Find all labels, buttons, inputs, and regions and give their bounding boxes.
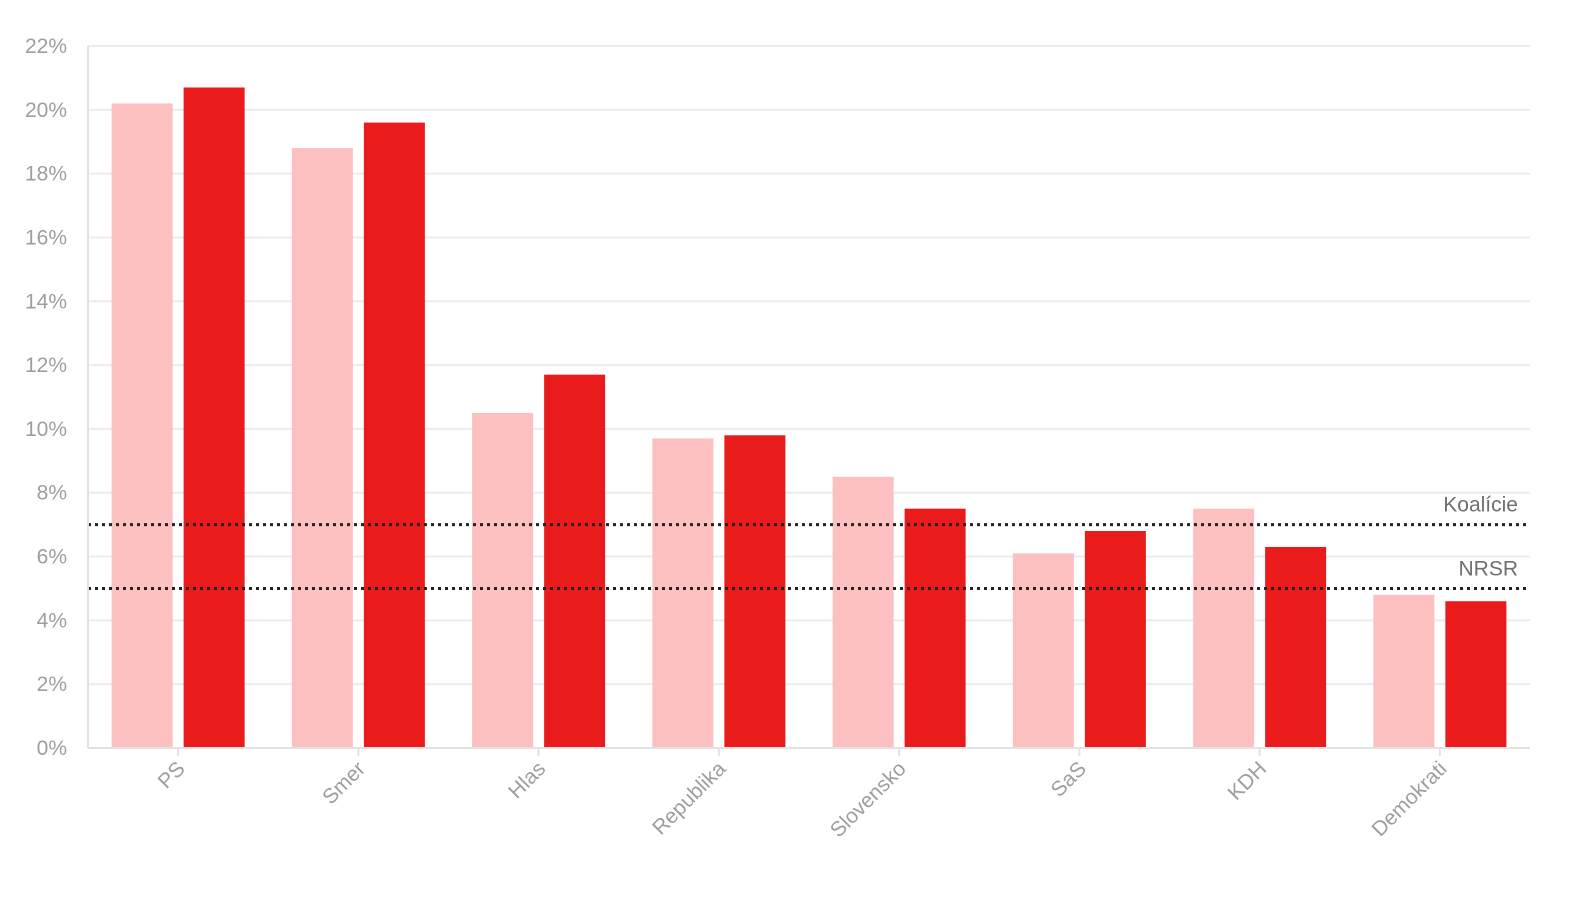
bar-ps-series-2 (183, 87, 245, 749)
bar-sas-series-1 (1012, 553, 1074, 748)
y-tick-label: 10% (25, 418, 67, 441)
y-tick-label: 22% (25, 35, 67, 58)
bar-republika-series-1 (652, 438, 714, 748)
bar-ps-series-1 (111, 103, 173, 749)
x-category-label: KDH (1224, 757, 1272, 805)
bar-slovensko-series-1 (832, 476, 894, 748)
bar-slovensko-series-2 (904, 508, 966, 748)
bar-republika-series-2 (724, 435, 786, 748)
bar-demokrati-series-2 (1445, 601, 1507, 748)
bar-hlas-series-1 (472, 412, 534, 748)
y-tick-label: 20% (25, 99, 67, 122)
y-tick-label: 8% (37, 482, 67, 505)
x-category-label: Smer (318, 757, 370, 809)
y-tick-label: 6% (37, 546, 67, 569)
x-category-label: Demokrati (1367, 757, 1451, 841)
reference-line-label: NRSR (1458, 557, 1518, 580)
bar-smer-series-2 (363, 122, 425, 749)
x-category-label: Hlas (504, 757, 550, 803)
x-category-label: PS (154, 757, 190, 793)
y-tick-label: 2% (37, 673, 67, 696)
y-tick-label: 16% (25, 226, 67, 249)
y-tick-label: 0% (37, 737, 67, 760)
y-tick-label: 18% (25, 163, 67, 186)
bars-layer (111, 87, 1507, 749)
bar-sas-series-2 (1084, 531, 1146, 748)
y-tick-label: 14% (25, 290, 67, 313)
x-category-label: Republika (648, 757, 731, 840)
reference-lines-layer: Koalície NRSR (88, 494, 1530, 590)
y-tick-label: 12% (25, 354, 67, 377)
bar-smer-series-1 (291, 148, 353, 749)
axis-layer (87, 46, 1530, 756)
x-category-label: Slovensko (826, 757, 911, 842)
y-tick-label: 4% (37, 609, 67, 632)
bar-kdh-series-2 (1265, 546, 1327, 748)
bar-kdh-series-1 (1193, 508, 1255, 748)
bar-demokrati-series-1 (1373, 594, 1435, 748)
x-category-label: SaS (1047, 757, 1091, 801)
bar-hlas-series-2 (544, 374, 606, 748)
reference-line-label: Koalície (1443, 494, 1518, 517)
